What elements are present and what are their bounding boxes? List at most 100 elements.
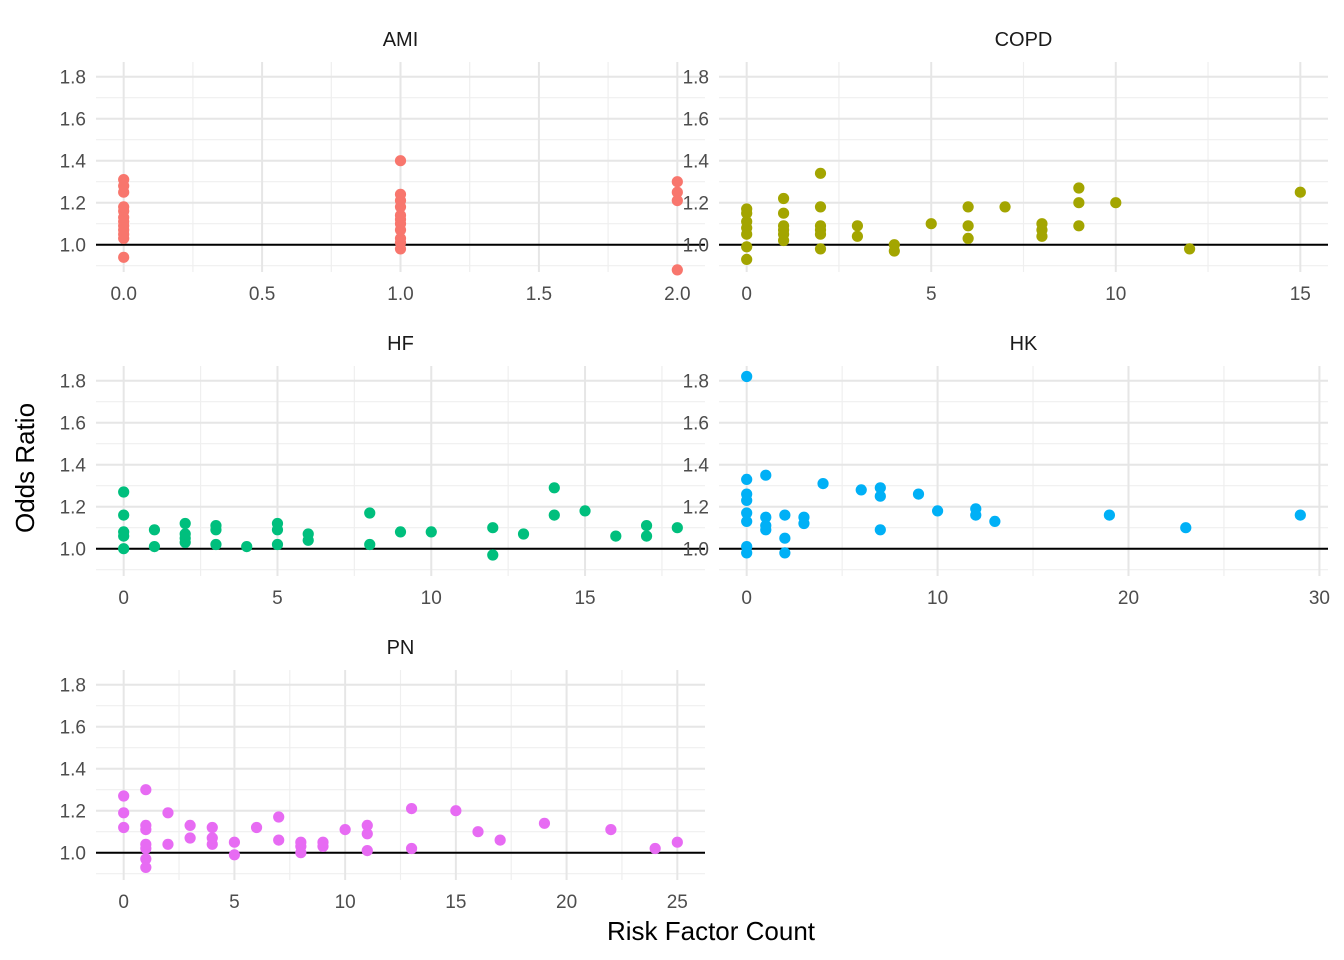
data-point-pn [118, 821, 130, 834]
data-point-pn [206, 821, 218, 834]
data-point-hk [817, 478, 829, 490]
data-point-copd [1073, 182, 1085, 194]
data-point-hf [302, 528, 314, 540]
data-point-pn [140, 819, 152, 832]
data-point-hk [912, 488, 925, 500]
data-point-hf [118, 509, 130, 521]
y-tick-label: 1.8 [683, 68, 709, 89]
data-point-copd [1294, 186, 1306, 198]
x-tick-label: 15 [445, 892, 466, 913]
data-point-pn [140, 838, 152, 850]
y-tick-label: 1.2 [60, 498, 86, 519]
data-point-ami [118, 251, 130, 263]
data-point-pn [405, 803, 418, 815]
data-point-hf [271, 517, 284, 530]
data-point-hf [118, 526, 130, 538]
x-tick-label: 0 [741, 284, 752, 305]
data-point-hk [1180, 522, 1192, 534]
data-point-hk [760, 469, 772, 481]
data-point-ami [394, 209, 407, 221]
x-tick-label: 5 [926, 284, 937, 305]
y-tick-label: 1.4 [60, 456, 87, 477]
data-point-hf [271, 538, 284, 551]
data-point-copd [741, 253, 753, 265]
y-tick-label: 1.4 [60, 152, 87, 173]
data-point-pn [184, 819, 196, 832]
data-point-hf [210, 538, 222, 551]
data-point-pn [162, 807, 174, 819]
data-point-hk [760, 511, 772, 523]
data-point-hf [671, 522, 683, 534]
data-point-copd [777, 192, 790, 205]
data-point-copd [962, 201, 974, 213]
data-point-ami [394, 232, 407, 244]
data-point-pn [250, 821, 263, 834]
data-point-pn [361, 845, 373, 857]
data-point-hf [640, 520, 653, 532]
y-tick-label: 1.2 [60, 802, 86, 823]
data-point-hk [798, 511, 810, 523]
data-point-hk [989, 515, 1001, 528]
y-tick-label: 1.6 [683, 414, 709, 435]
y-tick-label: 1.8 [60, 676, 86, 697]
data-point-ami [394, 155, 407, 167]
data-point-pn [405, 842, 418, 855]
data-point-copd [814, 243, 827, 255]
x-tick-label: 30 [1309, 588, 1330, 609]
data-point-hf [640, 530, 653, 542]
data-point-hf [364, 507, 376, 519]
data-point-copd [1036, 218, 1048, 230]
data-point-copd [962, 220, 974, 232]
data-point-hf [548, 482, 560, 494]
data-point-hf [179, 528, 191, 540]
data-point-ami [671, 176, 683, 188]
data-point-pn [361, 828, 373, 840]
data-point-ami [118, 174, 130, 186]
x-tick-label: 0.0 [110, 284, 136, 305]
data-point-pn [671, 836, 683, 848]
data-point-pn [450, 805, 462, 817]
x-tick-label: 20 [556, 892, 577, 913]
data-point-hf [394, 526, 407, 538]
x-tick-label: 0 [118, 892, 129, 913]
x-tick-label: 0 [741, 588, 752, 609]
data-point-hf [118, 486, 130, 498]
data-point-hf [148, 541, 161, 553]
x-tick-label: 15 [574, 588, 595, 609]
data-point-pn [317, 836, 329, 848]
data-point-hk [1294, 509, 1306, 521]
panel-title-hf: HF [387, 333, 414, 355]
data-point-ami [671, 186, 683, 198]
data-point-hk [874, 490, 886, 502]
panel-ami: AMI 1.0 1.2 1.4 1.6 1.8 0.0 0.5 1.0 1.5 2.0 [60, 29, 705, 305]
y-tick-label: 1.2 [683, 194, 709, 215]
data-point-copd [1183, 243, 1196, 255]
data-point-pn [494, 834, 506, 846]
data-point-copd [741, 216, 753, 228]
data-point-pn [162, 838, 174, 850]
data-point-copd [1073, 197, 1085, 209]
data-point-hf [610, 530, 622, 542]
data-point-pn [361, 819, 373, 832]
y-axis-title: Odds Ratio [10, 403, 40, 533]
y-tick-label: 1.6 [683, 110, 709, 131]
x-tick-label: 1.5 [526, 284, 552, 305]
data-point-hk [741, 515, 753, 528]
panel-title-hk: HK [1010, 333, 1038, 355]
data-point-pn [605, 824, 617, 836]
data-point-copd [741, 203, 753, 215]
y-tick-label: 1.4 [683, 456, 710, 477]
y-tick-label: 1.0 [60, 236, 86, 257]
data-point-copd [1110, 197, 1122, 209]
data-point-hf [364, 538, 376, 551]
data-point-copd [851, 230, 864, 242]
data-point-hf [548, 509, 560, 521]
data-point-copd [741, 241, 753, 253]
x-tick-label: 1.0 [387, 284, 413, 305]
data-point-ami [671, 264, 683, 276]
y-tick-label: 1.0 [60, 844, 86, 865]
data-point-pn [472, 826, 484, 838]
panel-title-ami: AMI [383, 29, 419, 51]
y-tick-label: 1.8 [683, 372, 709, 393]
x-tick-label: 10 [927, 588, 948, 609]
